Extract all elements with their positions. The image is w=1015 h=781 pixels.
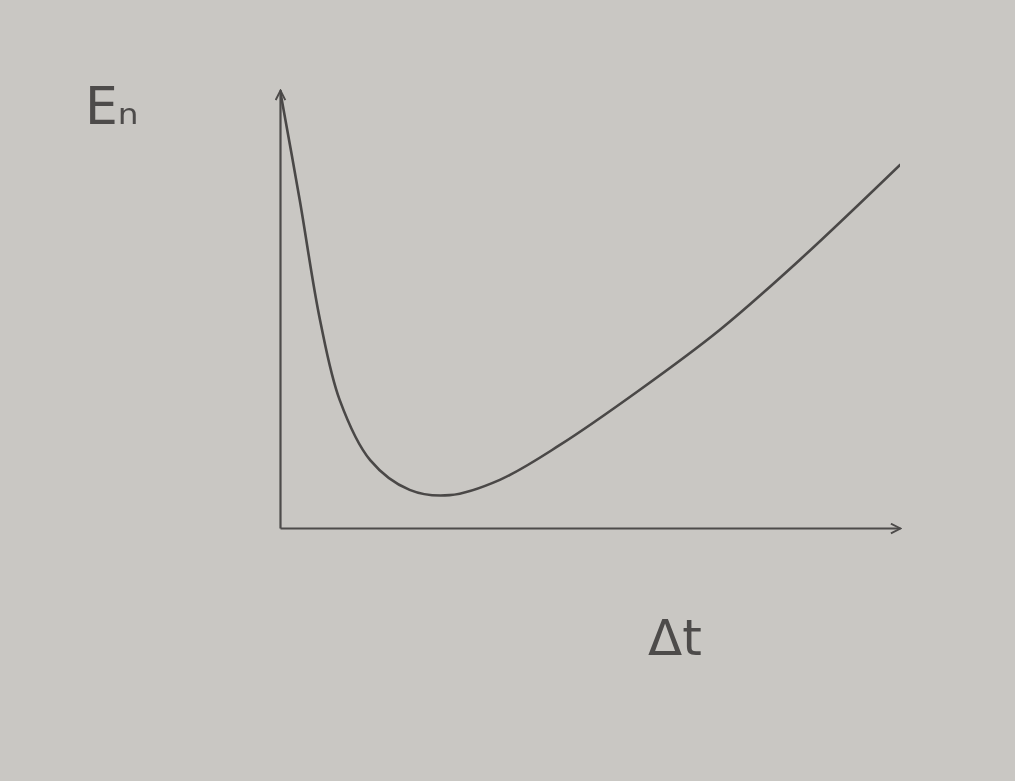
chart: Eₙ Δt bbox=[0, 0, 1015, 781]
background bbox=[0, 0, 1015, 781]
curve bbox=[280, 90, 900, 496]
x-axis bbox=[281, 528, 901, 529]
x-axis-line bbox=[281, 527, 901, 529]
y-axis-title: Eₙ bbox=[85, 76, 139, 136]
y-axis-line bbox=[279, 91, 281, 529]
x-axis-title: Δt bbox=[648, 609, 702, 667]
plot-area bbox=[280, 90, 900, 496]
y-axis bbox=[280, 91, 281, 529]
